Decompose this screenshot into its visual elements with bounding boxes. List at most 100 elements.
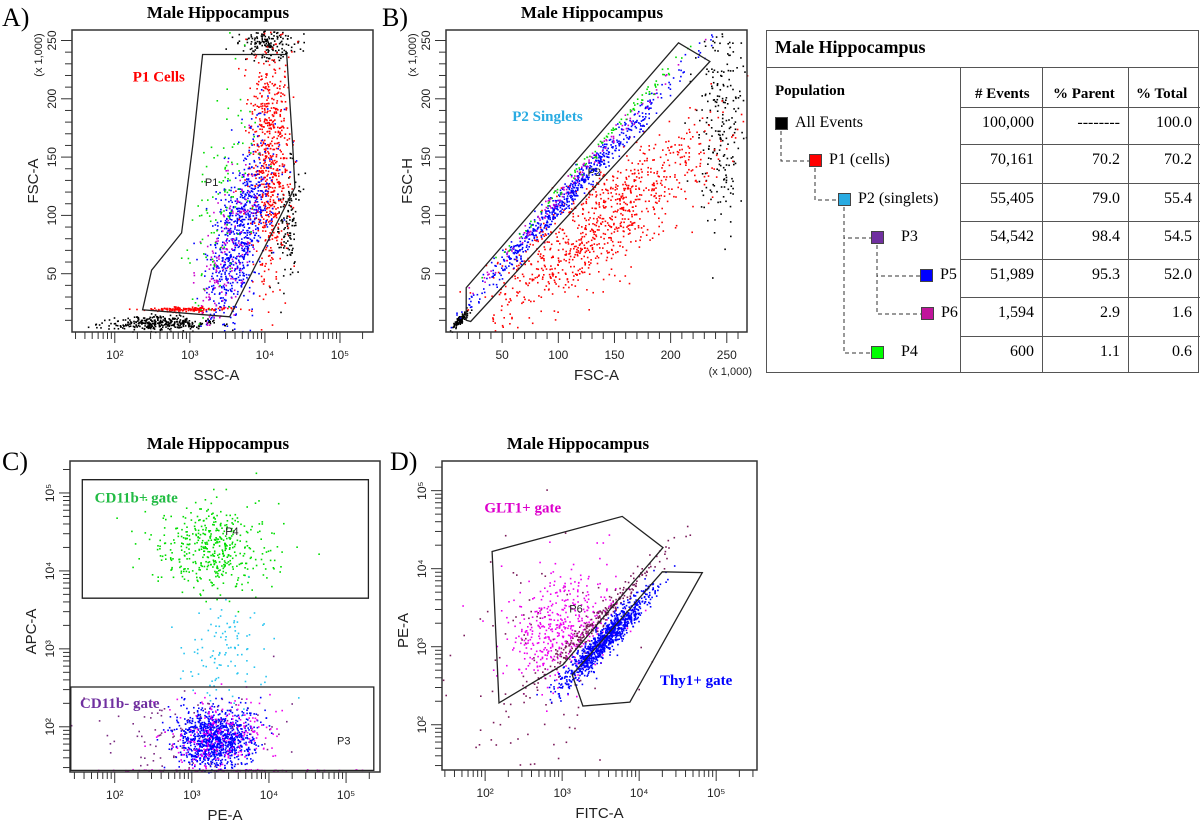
data-point	[225, 291, 227, 294]
data-point	[702, 194, 705, 197]
data-point	[234, 57, 237, 60]
data-point	[269, 559, 272, 562]
data-point	[727, 143, 729, 145]
data-point	[629, 229, 631, 231]
data-point	[279, 110, 282, 113]
data-point	[271, 257, 273, 259]
data-point	[592, 157, 594, 159]
data-point	[115, 324, 117, 327]
data-point	[246, 261, 249, 264]
data-point	[278, 232, 280, 235]
data-point	[129, 321, 132, 323]
data-point	[542, 231, 544, 233]
data-point	[226, 267, 228, 269]
data-point	[616, 210, 618, 213]
data-point	[635, 188, 637, 190]
data-point	[626, 113, 629, 116]
data-point	[281, 173, 283, 176]
data-point	[263, 186, 266, 188]
data-point	[633, 122, 636, 124]
data-point	[577, 184, 580, 187]
data-point	[656, 92, 658, 95]
data-point	[550, 265, 552, 267]
data-point	[261, 209, 264, 212]
data-point	[520, 260, 523, 262]
data-point	[227, 172, 229, 175]
data-point	[537, 253, 539, 255]
data-point	[667, 159, 669, 161]
data-point	[509, 298, 511, 300]
data-point	[228, 264, 231, 267]
data-point	[227, 230, 229, 232]
data-point	[541, 218, 544, 220]
data-point	[224, 545, 227, 548]
data-point	[562, 286, 565, 289]
data-point	[140, 320, 143, 323]
data-point	[230, 574, 233, 576]
data-point	[593, 168, 596, 171]
data-point	[265, 214, 267, 216]
data-point	[245, 216, 247, 219]
data-point	[658, 225, 660, 228]
data-point	[232, 546, 234, 549]
data-point	[502, 326, 504, 328]
data-point	[660, 97, 663, 99]
data-point	[265, 52, 267, 54]
data-point	[252, 215, 255, 217]
data-point	[269, 249, 272, 252]
data-point	[246, 237, 248, 239]
data-point	[249, 191, 251, 194]
data-point	[283, 94, 286, 97]
data-point	[594, 207, 596, 210]
data-point	[478, 302, 480, 304]
data-point	[220, 220, 222, 223]
data-point	[511, 287, 514, 290]
data-point	[116, 517, 118, 519]
data-point	[144, 322, 147, 325]
data-point	[516, 294, 518, 297]
data-point	[571, 203, 573, 205]
data-point	[251, 52, 253, 55]
data-point	[260, 180, 263, 182]
data-point	[189, 262, 191, 264]
data-point	[707, 202, 710, 205]
data-point	[179, 315, 182, 317]
data-point	[242, 174, 245, 176]
data-point	[235, 214, 237, 217]
data-point	[658, 200, 660, 202]
data-point	[158, 323, 160, 325]
data-point	[284, 133, 287, 135]
data-point	[285, 143, 288, 145]
data-point	[588, 219, 590, 221]
data-point	[239, 225, 241, 227]
data-point	[268, 117, 270, 119]
data-point	[283, 219, 286, 221]
data-point	[717, 104, 720, 107]
data-point	[161, 320, 164, 323]
data-point	[268, 206, 271, 209]
data-point	[270, 119, 272, 121]
data-point	[250, 244, 253, 246]
data-point	[260, 103, 262, 105]
data-point	[256, 114, 258, 116]
data-point	[566, 191, 568, 194]
data-point	[248, 131, 250, 134]
data-point	[625, 184, 628, 187]
data-point	[492, 269, 494, 272]
data-point	[288, 248, 291, 251]
data-point	[262, 283, 265, 285]
data-point	[201, 305, 204, 308]
data-point	[567, 191, 569, 193]
data-point	[719, 130, 721, 133]
data-point	[194, 302, 197, 304]
data-point	[280, 566, 282, 568]
data-point	[726, 63, 729, 66]
data-point	[271, 82, 274, 85]
data-point	[238, 240, 240, 242]
data-point	[598, 225, 600, 228]
data-point	[543, 259, 545, 262]
data-point	[267, 97, 269, 99]
data-point	[710, 191, 713, 193]
data-point	[631, 185, 634, 187]
